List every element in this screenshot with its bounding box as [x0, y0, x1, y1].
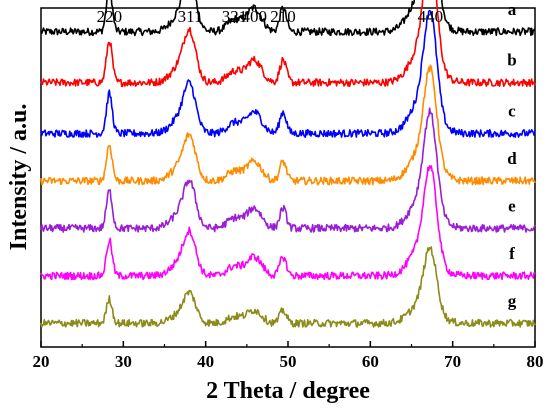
series-c-curve — [40, 9, 536, 138]
peak-label-210: 210 — [270, 7, 296, 26]
x-tick-label: 70 — [444, 352, 461, 371]
series-e-curve — [40, 107, 536, 233]
x-tick-label: 20 — [33, 352, 50, 371]
series-layer — [40, 0, 536, 328]
series-b-curve — [40, 0, 536, 88]
x-tick-label: 60 — [362, 352, 379, 371]
x-tick-label: 30 — [115, 352, 132, 371]
y-axis-title: Intensity / a.u. — [6, 104, 32, 251]
series-label-g: g — [508, 291, 517, 310]
series-label-b: b — [507, 51, 516, 70]
series-label-a: a — [508, 0, 517, 19]
x-axis-ticks: 20 30 40 50 60 70 80 — [33, 341, 544, 371]
x-tick-label: 80 — [527, 352, 544, 371]
series-label-c: c — [508, 101, 516, 120]
series-label-f: f — [509, 244, 515, 263]
series-d-curve — [40, 64, 536, 186]
series-g-curve — [40, 246, 536, 328]
peak-label-311: 311 — [178, 7, 203, 26]
x-axis-title: 2 Theta / degree — [206, 378, 370, 404]
series-label-d: d — [507, 149, 517, 168]
x-tick-label: 50 — [280, 352, 297, 371]
peak-label-400: 400 — [241, 7, 267, 26]
series-labels: a b c d e f g — [507, 0, 517, 310]
series-f-curve — [40, 165, 536, 281]
peak-label-220: 220 — [97, 7, 123, 26]
peak-label-440: 440 — [418, 7, 444, 26]
series-a-curve — [40, 0, 536, 37]
x-tick-label: 40 — [197, 352, 214, 371]
series-label-e: e — [508, 196, 516, 215]
peak-label-321: 321 — [222, 7, 248, 26]
